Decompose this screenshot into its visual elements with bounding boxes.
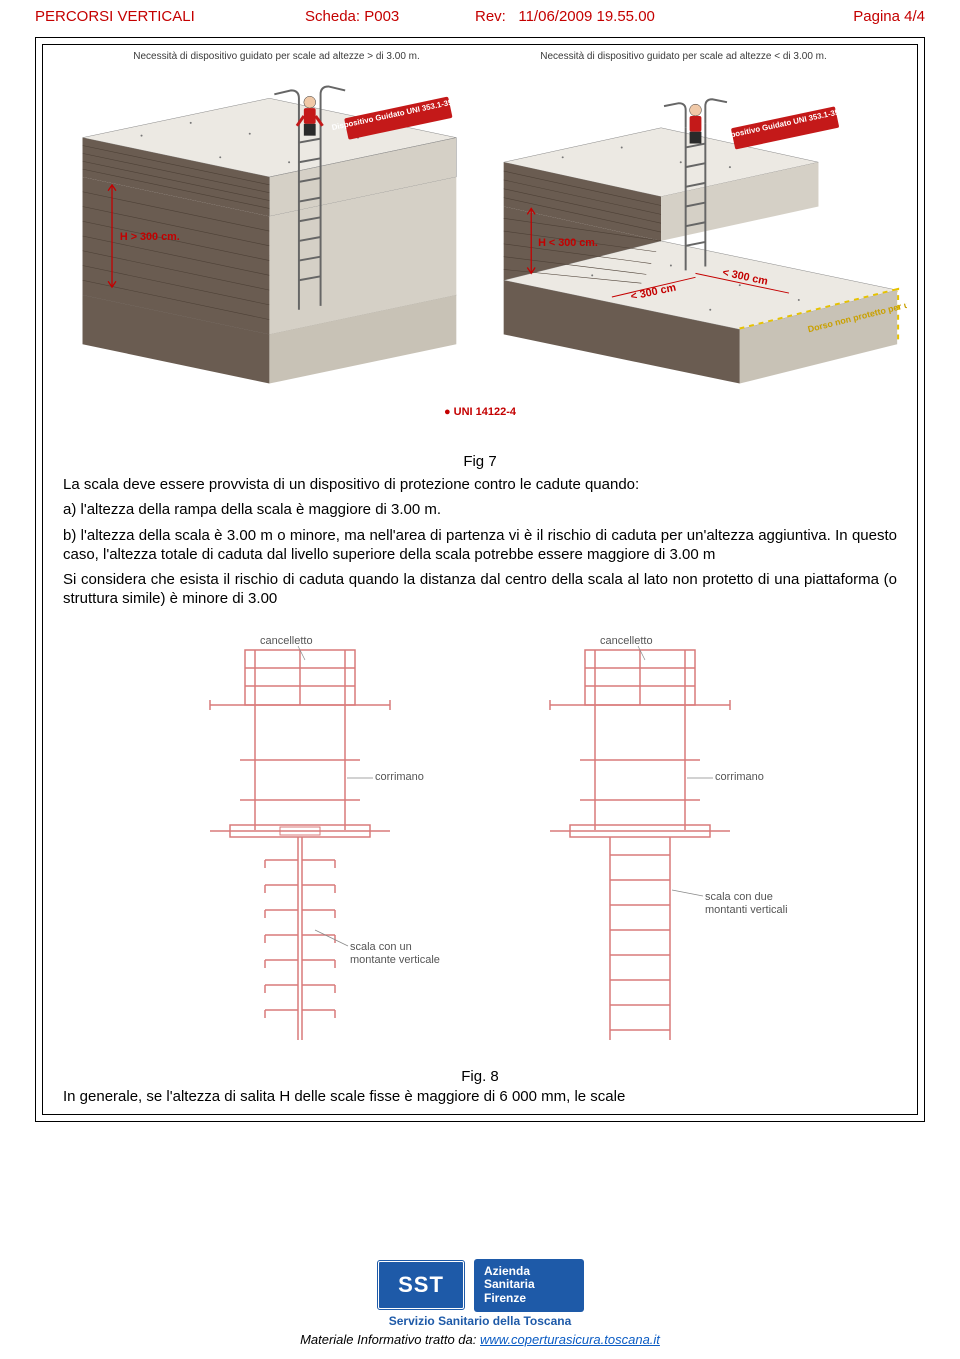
fig8-label: Fig. 8: [63, 1065, 897, 1086]
inner-cell-border: Necessità di dispositivo guidato per sca…: [42, 44, 918, 1115]
footer-link[interactable]: www.coperturasicura.toscana.it: [480, 1332, 660, 1347]
svg-text:corrimano: corrimano: [715, 771, 764, 783]
fig7-label: Fig 7: [63, 452, 897, 471]
body-text: Fig 7 La scala deve essere provvista di …: [43, 450, 917, 620]
fig7-right-h-label: H < 300 cm.: [538, 237, 598, 249]
page-header: PERCORSI VERTICALI Scheda: P003 Rev: 11/…: [0, 0, 960, 29]
fig7-left-diagram: H > 300 cm. Dispositivo Guidato UNI 353.…: [53, 66, 476, 406]
azienda-box: Azienda Sanitaria Firenze: [474, 1259, 584, 1312]
fig8-left: cancelletto corrimano scala con unmontan…: [150, 630, 450, 1055]
footer: SST Azienda Sanitaria Firenze Servizio S…: [0, 1259, 960, 1359]
body-p4: Si considera che esista il rischio di ca…: [63, 570, 897, 608]
outer-table-border: Necessità di dispositivo guidato per sca…: [35, 37, 925, 1122]
svg-text:cancelletto: cancelletto: [260, 635, 313, 647]
sst-logo: SST: [376, 1259, 466, 1311]
fig7-top-captions: Necessità di dispositivo guidato per sca…: [43, 45, 917, 66]
fig7-caption-left: Necessità di dispositivo guidato per sca…: [73, 51, 480, 62]
footer-credit: Materiale Informativo tratto da: www.cop…: [0, 1332, 960, 1347]
figure7-area: Necessità di dispositivo guidato per sca…: [43, 45, 917, 450]
body-p2: a) l'altezza della rampa della scala è m…: [63, 500, 897, 519]
header-scheda: Scheda: P003: [305, 8, 475, 25]
svg-text:scala con unmontante verticale: scala con unmontante verticale: [350, 941, 440, 966]
fig8-area: cancelletto corrimano scala con unmontan…: [43, 620, 917, 1065]
body-p1: La scala deve essere provvista di un dis…: [63, 475, 897, 494]
header-title: PERCORSI VERTICALI: [35, 8, 305, 25]
svg-text:corrimano: corrimano: [375, 771, 424, 783]
header-rev: Rev: 11/06/2009 19.55.00: [475, 8, 795, 25]
sst-subtitle: Servizio Sanitario della Toscana: [0, 1314, 960, 1328]
svg-text:cancelletto: cancelletto: [600, 635, 653, 647]
fig8-after-text: In generale, se l'altezza di salita H de…: [63, 1087, 897, 1106]
fig8-right: cancelletto corrimano scala con duemonta…: [510, 630, 810, 1055]
fig7-caption-right: Necessità di dispositivo guidato per sca…: [480, 51, 887, 62]
svg-text:scala con duemontanti vertical: scala con duemontanti verticali: [705, 891, 788, 916]
body-p3: b) l'altezza della scala è 3.00 m o mino…: [63, 526, 897, 564]
fig7-left-h-label: H > 300 cm.: [120, 231, 180, 243]
header-page: Pagina 4/4: [795, 8, 925, 25]
fig7-uni-ref: ● UNI 14122-4: [43, 406, 917, 422]
fig7-right-diagram: H < 300 cm. < 300 cm < 300 cm Dorso non …: [484, 66, 907, 406]
